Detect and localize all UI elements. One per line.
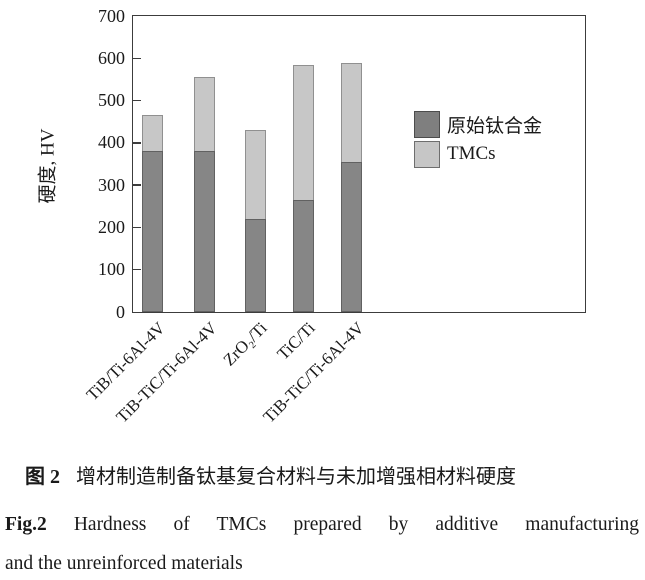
- bar-segment-matrix: [244, 218, 266, 312]
- caption-en-text: Hardness of TMCs prepared by additive ma…: [73, 514, 639, 535]
- x-category-label: ZrO₂/Ti: [219, 318, 271, 370]
- caption-en-figure-number: Fig.2: [5, 514, 47, 535]
- bar-segment-matrix: [142, 151, 163, 312]
- legend-item: TMCs: [414, 139, 542, 169]
- legend-label: 原始钛合金: [447, 115, 543, 137]
- legend-swatch: [414, 110, 440, 138]
- bar-segment-matrix: [194, 151, 215, 312]
- legend-item: 原始钛合金: [414, 109, 542, 139]
- y-tick: [133, 142, 141, 144]
- bar-segment-tmc: [292, 64, 314, 200]
- y-tick: [133, 99, 141, 102]
- bar-segment-matrix: [341, 161, 362, 312]
- y-tick-label: 500: [98, 90, 125, 111]
- bar-segment-matrix: [292, 199, 314, 312]
- legend-swatch: [414, 140, 440, 168]
- caption-chinese: 图 2 增材制造制备钛基复合材料与未加增强相材料硬度: [25, 464, 625, 490]
- y-tick-label: 100: [98, 259, 125, 280]
- bar-segment-tmc: [341, 62, 362, 162]
- caption-english-line1: Fig.2 Hardness of TMCs prepared by addit…: [5, 512, 639, 538]
- y-axis-label: 硬度, HV: [37, 128, 59, 204]
- y-tick-label: 300: [98, 174, 125, 195]
- y-tick-label: 0: [116, 301, 125, 322]
- x-category-label: TiB-TiC/Ti-6Al-4V: [111, 318, 221, 427]
- y-tick-label: 400: [98, 132, 125, 153]
- legend: 原始钛合金 TMCs: [414, 109, 542, 169]
- bar-segment-tmc: [194, 77, 215, 152]
- plot-area: 原始钛合金 TMCs 0 100 200 300 400 500 600 700 TiB/Ti-6…: [82, 7, 586, 427]
- y-tick: [133, 184, 141, 186]
- caption-zh-text: 增材制造制备钛基复合材料与未加增强相材料硬度: [76, 466, 516, 488]
- caption-zh-figure-number: 图 2: [25, 466, 60, 488]
- x-category-label: TiC/Ti: [273, 318, 319, 364]
- y-tick-label: 700: [98, 5, 125, 26]
- legend-label: TMCs: [447, 143, 496, 164]
- y-tick: [133, 57, 141, 60]
- y-tick-label: 600: [98, 47, 125, 68]
- bar-segment-tmc: [244, 130, 266, 219]
- y-tick-label: 200: [98, 216, 125, 237]
- y-tick: [133, 226, 141, 229]
- bar-segment-tmc: [142, 115, 163, 152]
- y-tick: [133, 268, 141, 271]
- caption-english-line2: and the unreinforced materials: [5, 553, 243, 574]
